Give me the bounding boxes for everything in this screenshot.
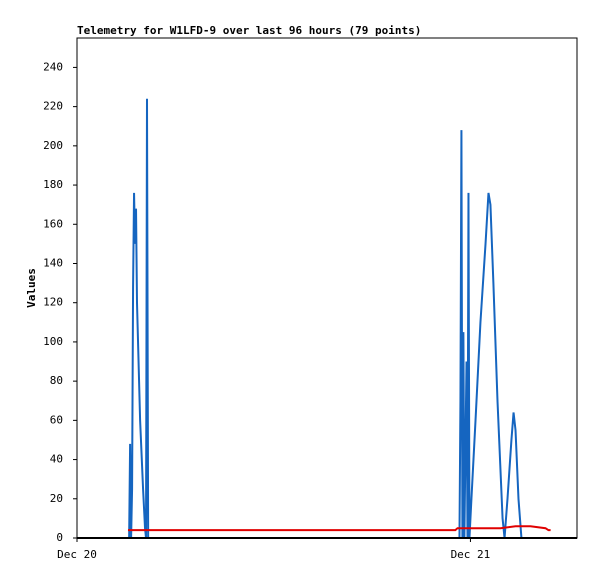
y-tick-label: 40 — [50, 453, 63, 466]
y-tick-label: 220 — [43, 100, 63, 113]
y-tick-label: 160 — [43, 217, 63, 230]
y-tick-label: 240 — [43, 60, 63, 73]
series-line — [128, 98, 523, 539]
chart-title: Telemetry for W1LFD-9 over last 96 hours… — [77, 24, 421, 37]
y-tick-label: 120 — [43, 296, 63, 309]
y-tick-label: 180 — [43, 178, 63, 191]
y-tick-label: 140 — [43, 256, 63, 269]
x-tick-label: Dec 21 — [451, 548, 491, 561]
y-axis-label: Values — [25, 268, 38, 308]
y-tick-label: 20 — [50, 492, 63, 505]
y-tick-label: 0 — [56, 531, 63, 544]
plot-frame — [76, 37, 578, 539]
y-tick-label: 200 — [43, 139, 63, 152]
x-tick-label: Dec 20 — [57, 548, 97, 561]
series-line — [127, 525, 551, 532]
y-tick-label: 60 — [50, 413, 63, 426]
y-tick-label: 100 — [43, 335, 63, 348]
y-tick-label: 80 — [50, 374, 63, 387]
